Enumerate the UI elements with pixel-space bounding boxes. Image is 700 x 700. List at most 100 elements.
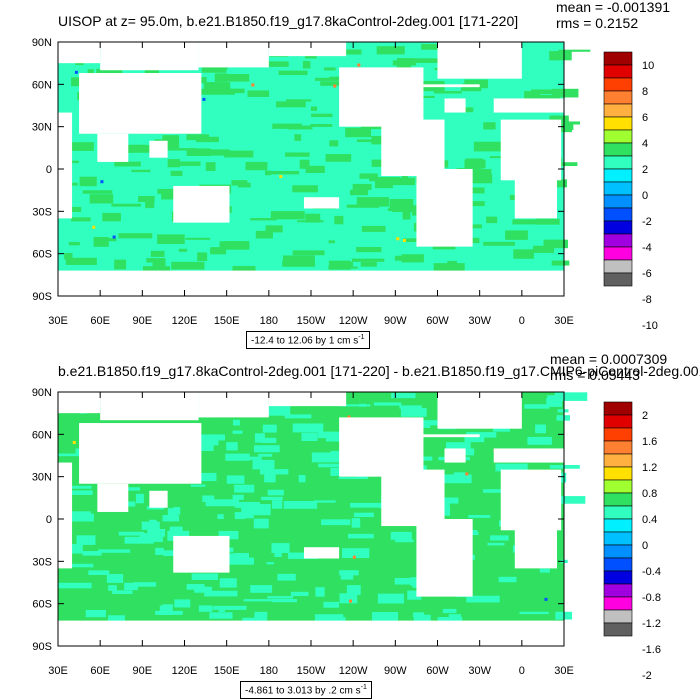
x-tick-label: 120E (172, 315, 198, 327)
field-patch (224, 241, 250, 250)
field-patch (301, 432, 318, 442)
colorbar-label: 2 (642, 410, 648, 422)
colorbar: 2 1.6 1.2 0.8 0.4 0 -0.4 -0.8 -1.2 -1.6 -2 (603, 401, 661, 682)
field-patch (483, 122, 496, 130)
field-patch (208, 65, 228, 70)
field-patch (247, 90, 270, 97)
range-text: -12.4 to 12.06 by 1 cm s (251, 335, 359, 347)
field-patch (146, 506, 165, 510)
field-patch (292, 185, 318, 193)
field-patch (290, 591, 309, 597)
field-patch (558, 49, 591, 52)
field-patch (413, 614, 431, 622)
y-tick-label: 90S (32, 291, 52, 303)
colorbar-label: -1.6 (642, 644, 661, 656)
land-mask (381, 119, 445, 177)
field-patch (433, 263, 465, 274)
field-patch (190, 484, 206, 487)
field-patch (171, 261, 205, 270)
land-mask (100, 42, 199, 71)
field-patch (283, 501, 318, 509)
field-patch (262, 405, 291, 416)
colorbar-label: 10 (642, 60, 654, 72)
field-patch (285, 152, 310, 157)
mean-stat: mean = -0.001391 (556, 0, 671, 15)
field-patch (146, 258, 166, 263)
y-tick-label: 90S (32, 641, 52, 653)
colorbar-swatch (603, 583, 633, 598)
field-patch (196, 444, 214, 451)
field-patch (112, 590, 133, 594)
field-patch (141, 521, 160, 530)
field-patch (323, 67, 336, 71)
extreme-speck (72, 440, 76, 444)
colorbar-label: -2 (642, 216, 652, 228)
field-patch (549, 115, 569, 124)
field-patch (549, 51, 572, 61)
field-patch (325, 436, 347, 442)
field-patch (292, 423, 324, 433)
field-patch (399, 405, 422, 409)
extreme-speck (74, 70, 78, 74)
land-mask (444, 98, 466, 113)
land-mask (395, 84, 480, 88)
field-patch (275, 101, 306, 108)
field-patch (232, 494, 244, 500)
field-patch (218, 610, 225, 613)
colorbar-swatch (603, 557, 633, 572)
field-patch (133, 582, 157, 587)
colorbar-swatch (603, 77, 633, 92)
field-patch (145, 199, 155, 209)
colorbar-swatch (603, 246, 633, 261)
extreme-speck (92, 225, 96, 229)
field-patch (446, 442, 471, 450)
colorbar-swatch (603, 181, 633, 196)
field-patch (167, 508, 178, 518)
colorbar-label: -1.2 (642, 618, 661, 630)
x-tick-label: 0 (519, 665, 525, 677)
field-patch (402, 211, 411, 220)
field-patch (93, 237, 109, 247)
field-patch (111, 203, 142, 207)
field-patch (376, 46, 405, 55)
colorbar-swatch (603, 401, 633, 416)
field-patch (302, 60, 311, 69)
field-patch (350, 502, 383, 508)
colorbar-swatch (603, 453, 633, 468)
field-patch (147, 528, 166, 537)
field-patch (360, 261, 377, 267)
colorbar-label: 0 (642, 190, 648, 202)
land-mask (173, 535, 230, 573)
field-patch (170, 170, 183, 176)
field-patch (339, 404, 371, 407)
field-patch (394, 255, 407, 261)
field-patch (225, 453, 250, 461)
field-patch (353, 512, 374, 517)
field-patch (76, 535, 96, 545)
field-patch (486, 216, 498, 224)
field-patch (557, 409, 569, 413)
extreme-speck (100, 180, 104, 184)
field-patch (191, 573, 219, 581)
field-patch (377, 593, 405, 604)
field-patch (552, 88, 579, 98)
field-patch (85, 609, 106, 618)
field-patch (466, 595, 500, 603)
land-mask (303, 197, 340, 209)
field-patch (89, 194, 114, 204)
field-patch (178, 248, 188, 252)
field-patch (264, 61, 289, 67)
field-patch (189, 439, 219, 446)
colorbar-swatch (603, 194, 633, 209)
field-patch (157, 234, 185, 245)
field-patch (162, 135, 180, 143)
x-tick-label: 60W (426, 665, 449, 677)
plot-title: b.e21.B1850.f19_g17.8kaControl-2deg.001 … (58, 363, 700, 379)
y-tick-label: 90N (32, 387, 52, 399)
field-patch (338, 476, 369, 479)
land-mask (58, 42, 101, 64)
field-patch (66, 206, 82, 212)
extreme-speck (202, 97, 206, 101)
colorbar-swatch (603, 233, 633, 248)
field-patch (125, 501, 136, 507)
